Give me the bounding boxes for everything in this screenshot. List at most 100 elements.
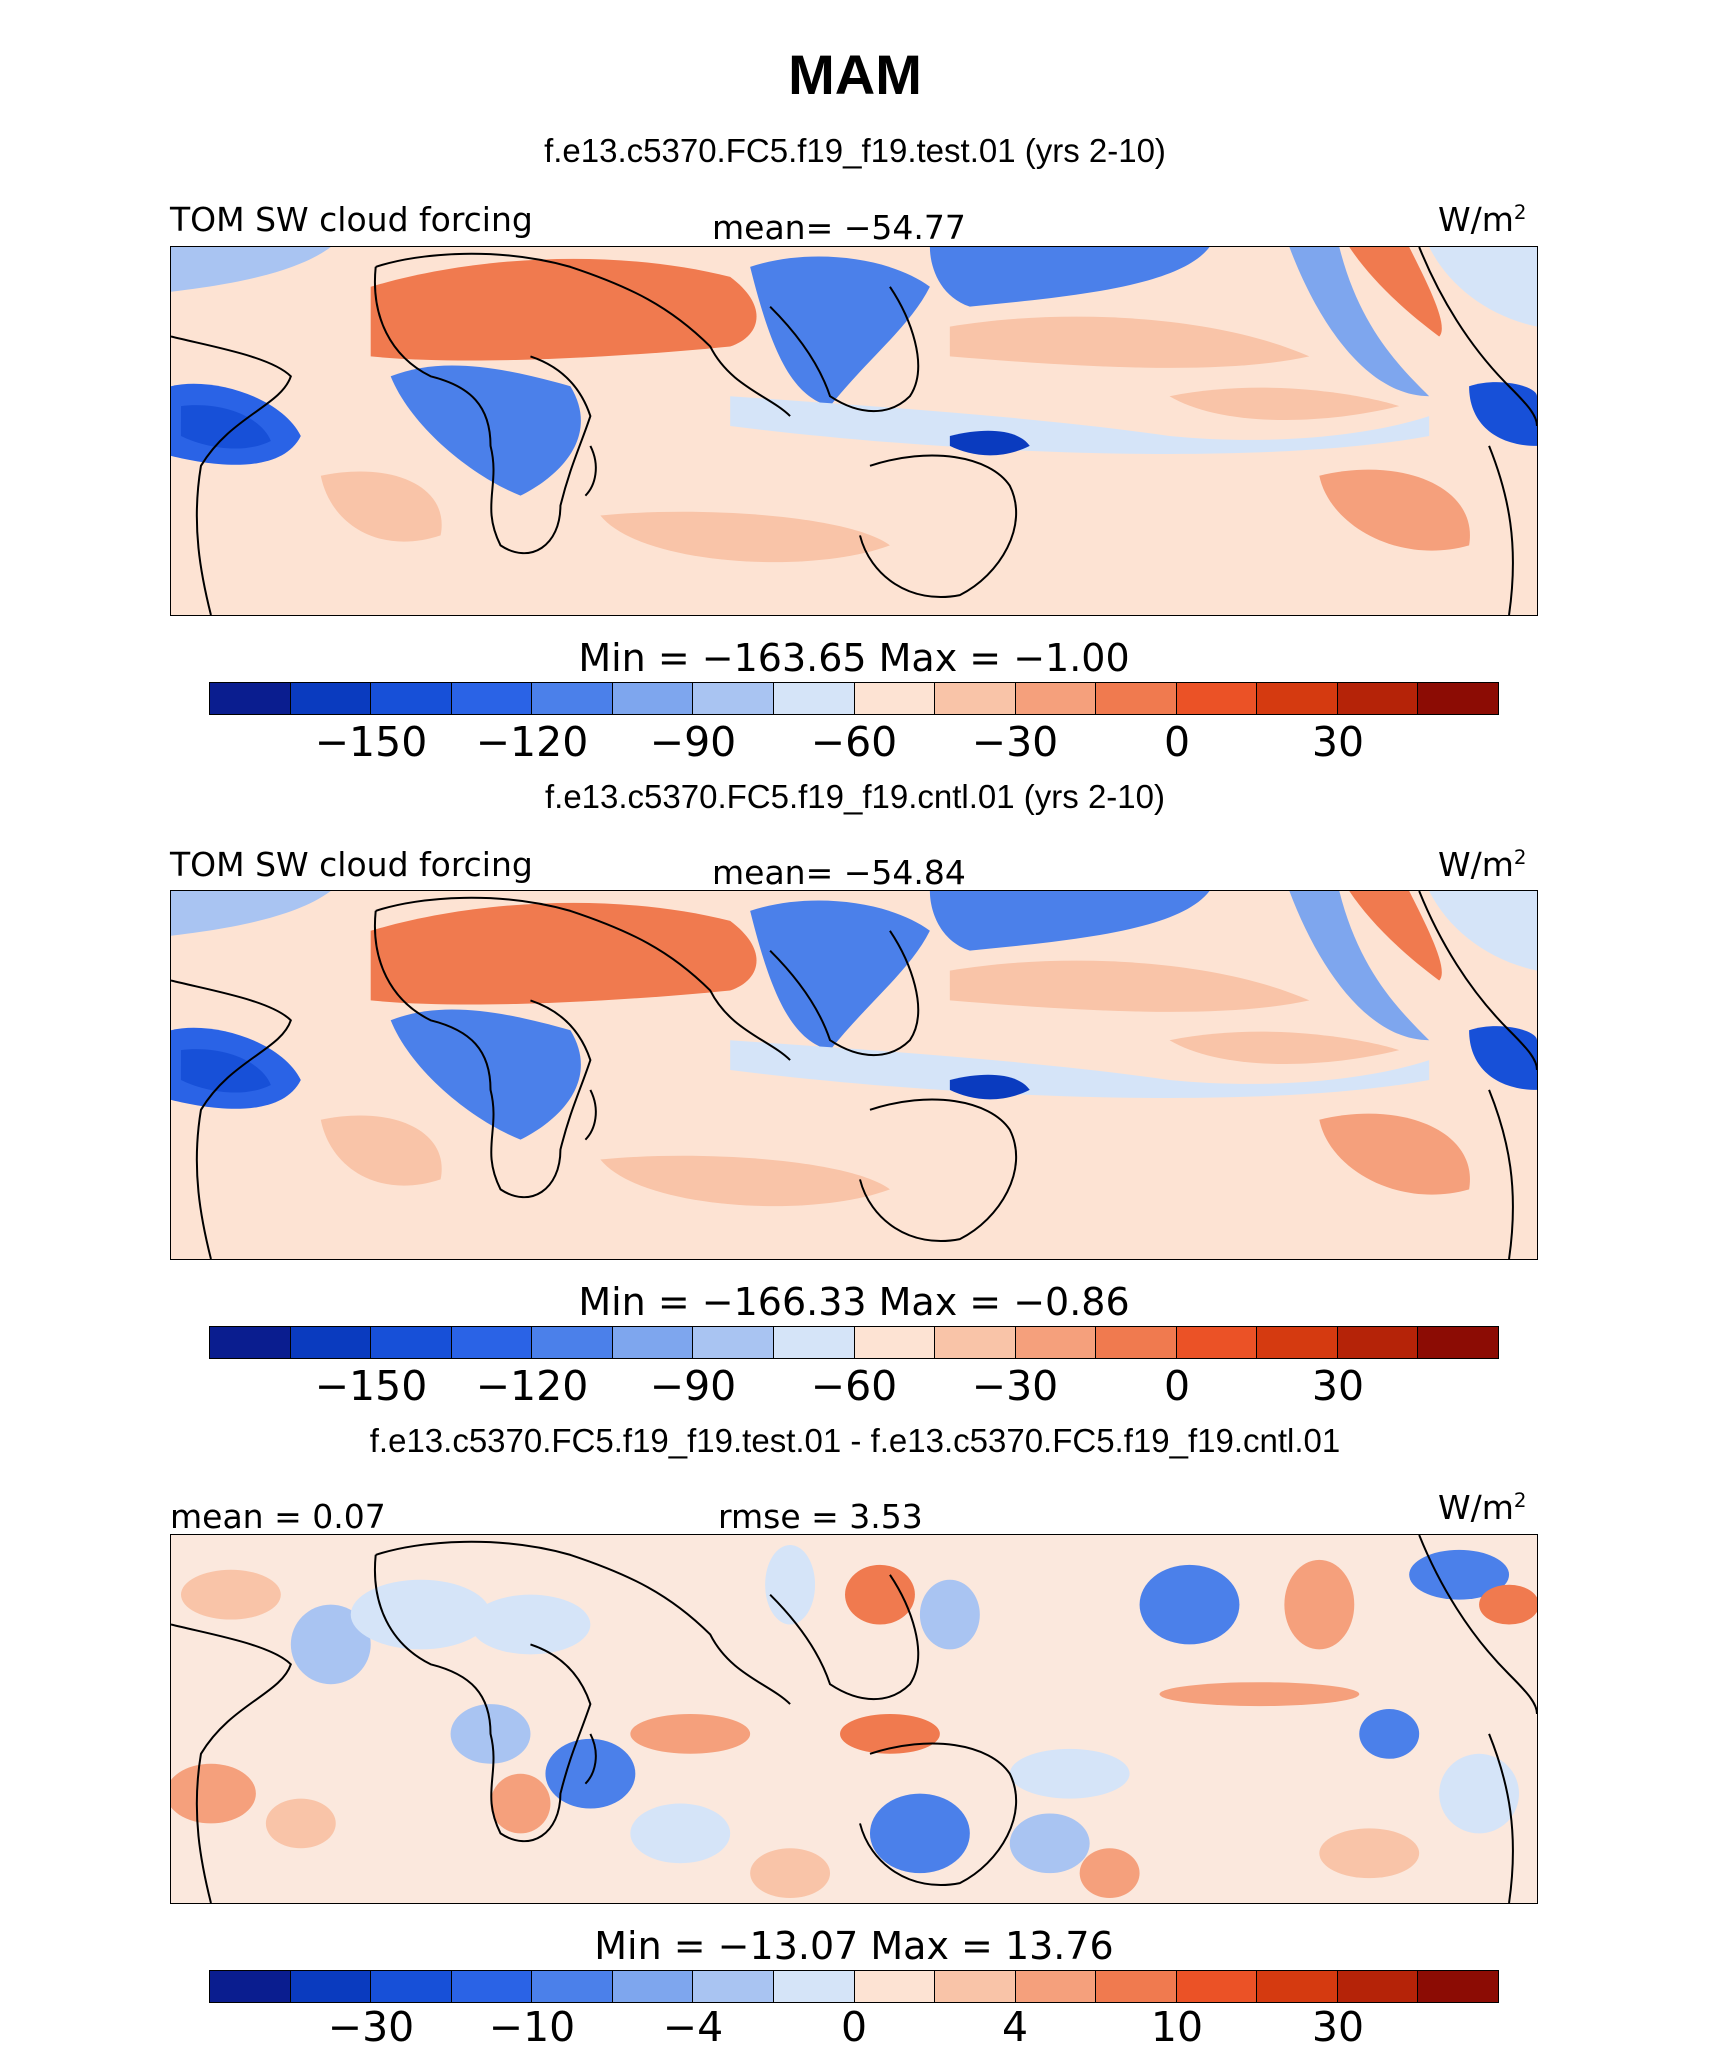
panel2-region-n-pacific xyxy=(949,960,1310,1012)
cb3-box-15 xyxy=(1418,1971,1498,2002)
panel3-anomaly-patches xyxy=(171,1544,1537,1899)
panel2-map xyxy=(170,890,1538,1260)
cb3-box-4 xyxy=(532,1971,613,2002)
panel2-mean-label: mean= −54.84 xyxy=(712,853,966,892)
cb3-box-5 xyxy=(612,1971,694,2002)
panel2-case-title: f.e13.c5370.FC5.f19_f19.cntl.01 (yrs 2-1… xyxy=(544,778,1165,815)
cb3-box-14 xyxy=(1337,1971,1419,2002)
cb1-box-11 xyxy=(1096,683,1177,714)
cb3-box-1 xyxy=(290,1971,372,2002)
cb1-box-10 xyxy=(1015,683,1097,714)
cb2-box-5 xyxy=(612,1327,694,1358)
panel1-tick-3: −60 xyxy=(810,718,898,766)
panel1-variable-label: TOM SW cloud forcing xyxy=(170,200,533,239)
panel2-region-newguinea xyxy=(949,1074,1030,1100)
panel2-colorbar xyxy=(209,1326,1499,1359)
panel1-minmax: Min = −163.65 Max = −1.00 xyxy=(578,636,1130,680)
panel1-region-amazon-inner xyxy=(180,405,271,449)
panel1-region-e-pacific-blue xyxy=(1289,247,1430,397)
panel3-tick-0: −30 xyxy=(327,2003,415,2051)
panel2-map-svg xyxy=(171,891,1537,1259)
panel1-units-label: W/m2 xyxy=(1438,200,1527,239)
panel1-tick-2: −90 xyxy=(649,718,737,766)
panel1-region-warmpool xyxy=(750,256,930,407)
panel2-region-peru-stratus xyxy=(1319,1113,1470,1195)
panel1-region-central-africa xyxy=(390,365,581,496)
cb3-box-12 xyxy=(1176,1971,1258,2002)
cb2-box-7 xyxy=(773,1327,855,1358)
panel2-region-s-atlantic xyxy=(320,1115,442,1186)
cb2-box-2 xyxy=(371,1327,452,1358)
panel2-region-sahara xyxy=(370,902,757,1005)
panel2-region-nw-pacific xyxy=(929,891,1210,951)
panel1-region-sahara xyxy=(370,258,757,361)
cb2-box-14 xyxy=(1337,1327,1419,1358)
cb2-box-6 xyxy=(693,1327,774,1358)
cb1-box-14 xyxy=(1337,683,1419,714)
panel2-tick-0: −150 xyxy=(314,1362,428,1410)
panel1-region-s-indian xyxy=(600,511,890,563)
panel1-tick-6: 30 xyxy=(1311,718,1365,766)
cb2-box-9 xyxy=(935,1327,1016,1358)
panel2-region-california xyxy=(1349,891,1442,981)
cb2-box-4 xyxy=(532,1327,613,1358)
panel3-minmax: Min = −13.07 Max = 13.76 xyxy=(594,1924,1114,1968)
cb3-box-2 xyxy=(371,1971,452,2002)
panel1-coastlines xyxy=(171,247,1537,615)
panel1-colorbar xyxy=(209,682,1499,715)
cb3-box-9 xyxy=(935,1971,1016,2002)
cb1-box-0 xyxy=(210,683,291,714)
panel1-region-california xyxy=(1349,247,1442,337)
panel2-tick-1: −120 xyxy=(475,1362,589,1410)
panel1-region-itcz xyxy=(730,396,1430,454)
panel1-case-title: f.e13.c5370.FC5.f19_f19.test.01 (yrs 2-1… xyxy=(544,132,1166,169)
panel3-map xyxy=(170,1534,1538,1904)
cb1-box-6 xyxy=(693,683,774,714)
panel3-units-label: W/m2 xyxy=(1438,1488,1527,1527)
panel1-region-peru-stratus xyxy=(1319,469,1470,551)
cb2-box-11 xyxy=(1096,1327,1177,1358)
panel2-tick-2: −90 xyxy=(649,1362,737,1410)
cb3-box-3 xyxy=(451,1971,533,2002)
panel2-region-intl-blue xyxy=(171,891,331,936)
cb3-box-7 xyxy=(773,1971,855,2002)
cb3-box-0 xyxy=(210,1971,291,2002)
cb2-box-13 xyxy=(1257,1327,1338,1358)
panel2-region-s-indian xyxy=(600,1155,890,1207)
panel1-map xyxy=(170,246,1538,616)
cb2-box-15 xyxy=(1418,1327,1498,1358)
panel3-tick-4: 4 xyxy=(1001,2003,1029,2051)
cb1-box-13 xyxy=(1257,683,1338,714)
panel2-tick-5: 0 xyxy=(1163,1362,1191,1410)
cb2-box-3 xyxy=(451,1327,533,1358)
panel2-region-itcz xyxy=(730,1040,1430,1098)
panel2-tick-4: −30 xyxy=(971,1362,1059,1410)
panel2-coastlines xyxy=(171,891,1537,1259)
cb1-box-2 xyxy=(371,683,452,714)
panel1-map-svg xyxy=(171,247,1537,615)
cb3-box-6 xyxy=(693,1971,774,2002)
panel3-mean-label: mean = 0.07 xyxy=(170,1497,386,1536)
cb1-box-1 xyxy=(290,683,372,714)
panel1-mean-label: mean= −54.77 xyxy=(712,208,966,247)
cb2-box-10 xyxy=(1015,1327,1097,1358)
cb1-box-12 xyxy=(1176,683,1258,714)
panel3-rmse-label: rmse = 3.53 xyxy=(718,1497,923,1536)
panel2-units-label: W/m2 xyxy=(1438,845,1527,884)
panel2-region-warmpool xyxy=(750,900,930,1051)
cb2-box-1 xyxy=(290,1327,372,1358)
cb3-box-11 xyxy=(1096,1971,1177,2002)
panel2-region-amazon-inner xyxy=(180,1049,271,1093)
panel1-tick-4: −30 xyxy=(971,718,1059,766)
cb1-box-9 xyxy=(935,683,1016,714)
panel1-tick-1: −120 xyxy=(475,718,589,766)
panel3-tick-6: 30 xyxy=(1311,2003,1365,2051)
panel2-region-e-pacific-blue xyxy=(1289,891,1430,1041)
panel3-coastlines xyxy=(171,1535,1537,1903)
panel1-region-s-atlantic xyxy=(320,471,442,542)
cb1-box-8 xyxy=(854,683,936,714)
panel1-tick-0: −150 xyxy=(314,718,428,766)
panel3-tick-3: 0 xyxy=(840,2003,868,2051)
cb1-box-7 xyxy=(773,683,855,714)
panel3-case-title: f.e13.c5370.FC5.f19_f19.test.01 - f.e13.… xyxy=(369,1422,1341,1459)
